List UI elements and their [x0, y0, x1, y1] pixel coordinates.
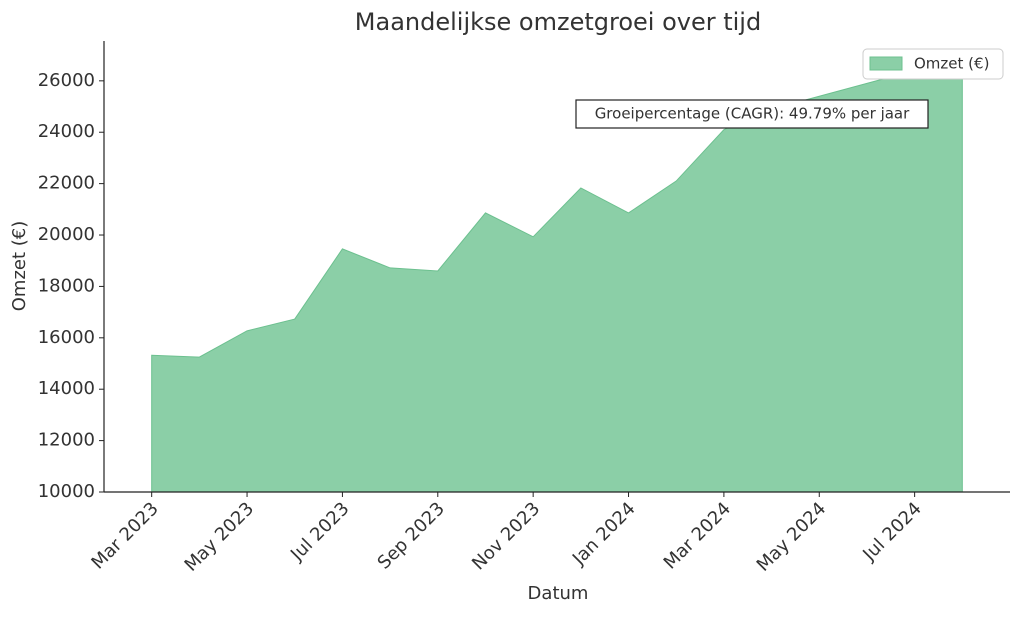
x-tick-label: Jan 2024 [568, 498, 640, 570]
x-tick-label: May 2023 [181, 498, 259, 576]
annotation-box [575, 99, 929, 129]
y-tick-label: 20000 [38, 224, 95, 245]
x-tick-label: Mar 2024 [660, 498, 735, 573]
area [151, 67, 963, 493]
y-tick-label: 14000 [38, 378, 95, 399]
x-tick-label: Mar 2023 [87, 498, 162, 573]
y-tick-label: 12000 [38, 430, 95, 451]
y-tick-label: 22000 [38, 173, 95, 194]
y-tick-label: 18000 [38, 275, 95, 296]
annotation: Groeipercentage (CAGR): 49.79% per jaar [595, 105, 910, 123]
x-tick-label: Jul 2023 [286, 498, 353, 565]
y-tick-label: 10000 [38, 481, 95, 502]
legend-swatch [869, 56, 903, 71]
y-tick-label: 16000 [38, 327, 95, 348]
legend-label: Omzet (€) [914, 55, 989, 73]
chart-title: Maandelijkse omzetgroei over tijd [355, 8, 761, 36]
x-tick-label: Sep 2023 [374, 498, 449, 573]
y-axis-label: Omzet (€) [9, 221, 30, 312]
x-axis-label: Datum [528, 583, 589, 604]
y-tick-label: 26000 [38, 70, 95, 91]
y-tick-label: 24000 [38, 121, 95, 142]
x-tick-label: Jul 2024 [858, 498, 925, 565]
x-tick-label: Nov 2023 [468, 498, 544, 574]
x-tick-label: May 2024 [753, 498, 831, 576]
